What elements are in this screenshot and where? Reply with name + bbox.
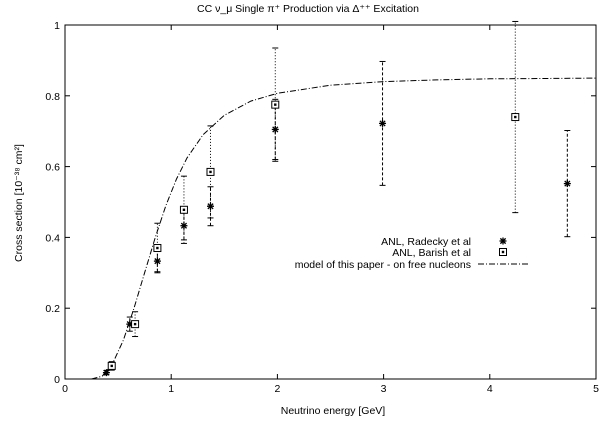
data-point — [102, 369, 110, 377]
y-tick-label: 0 — [54, 374, 60, 386]
legend-label-1: ANL, Radecky et al — [381, 236, 471, 248]
x-tick-label: 2 — [274, 383, 280, 395]
chart-title: CC ν_μ Single π⁺ Production via Δ⁺⁺ Exci… — [197, 3, 419, 15]
data-point — [271, 100, 280, 109]
data-point — [131, 320, 140, 329]
series-radecky — [102, 60, 571, 377]
data-point — [107, 361, 116, 370]
series-barish — [107, 20, 520, 371]
y-tick-label: 0.8 — [45, 91, 60, 103]
legend-marker-star — [499, 237, 507, 245]
x-axis-label: Neutrino energy [GeV] — [281, 405, 386, 417]
y-tick-label: 0.2 — [45, 303, 60, 315]
x-tick-label: 5 — [593, 383, 599, 395]
data-point — [511, 113, 520, 122]
x-tick-label: 1 — [168, 383, 174, 395]
x-tick-label: 4 — [487, 383, 493, 395]
data-point — [153, 244, 162, 253]
plot-area: 0 1 2 3 4 5 0 0.2 0.4 0.6 0.8 1 — [45, 20, 599, 395]
y-tick-label: 0.6 — [45, 162, 60, 174]
data-point — [271, 125, 279, 133]
x-tick-label: 3 — [381, 383, 387, 395]
legend-marker-square — [499, 248, 507, 256]
model-curve — [91, 77, 597, 380]
y-tick-label: 0.4 — [45, 232, 60, 244]
legend-label-2: ANL, Barish et al — [392, 247, 471, 259]
plot-frame — [64, 24, 597, 380]
y-axis-label: Cross section [10⁻³⁸ cm²] — [13, 144, 25, 262]
data-point — [206, 167, 215, 176]
y-tick-label: 1 — [54, 20, 60, 32]
legend-label-3: model of this paper - on free nucleons — [295, 259, 471, 271]
data-point — [379, 119, 387, 127]
data-point — [563, 180, 571, 188]
data-point — [179, 205, 188, 214]
x-tick-label: 0 — [62, 383, 68, 395]
